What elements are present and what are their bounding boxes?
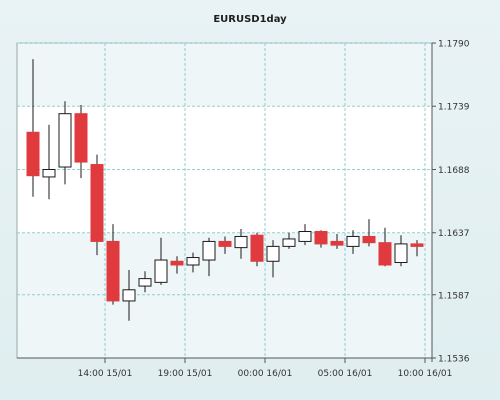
candle [346, 230, 360, 254]
candle [266, 240, 280, 278]
candle [378, 227, 392, 267]
candle-body-up [234, 235, 248, 249]
candle-body-down [218, 240, 232, 247]
candle [186, 252, 200, 273]
candle [90, 154, 104, 256]
y-tick-label: 1.1739 [438, 103, 470, 113]
candle-series [26, 59, 424, 321]
candle [170, 256, 184, 274]
candle [282, 232, 296, 249]
candle-body-down [90, 164, 104, 242]
x-tick-label: 00:00 16/01 [238, 369, 293, 379]
candle-body-down [378, 242, 392, 266]
candle-body-up [346, 235, 360, 247]
candle-body-down [314, 231, 328, 245]
candle-body-up [138, 278, 152, 287]
candle [234, 229, 248, 259]
candle-body-up [266, 245, 280, 262]
candle [58, 101, 72, 185]
x-axis: 14:00 15/01 19:00 15/01 00:00 16/01 05:00 1… [17, 357, 453, 379]
candle [250, 232, 264, 267]
candle-body-down [26, 131, 40, 177]
candle-body-up [122, 289, 136, 302]
candle [122, 269, 136, 321]
candle [314, 230, 328, 248]
candle-body-down [250, 234, 264, 262]
candle-body-up [58, 113, 72, 168]
y-tick-label: 1.1688 [438, 166, 470, 176]
candle-body-down [74, 113, 88, 163]
candle-body-up [298, 231, 312, 242]
candle-body-up [282, 238, 296, 247]
x-tick-label: 10:00 16/01 [398, 369, 453, 379]
candle-body-down [362, 235, 376, 244]
candle-body-down [410, 243, 424, 247]
x-tick-label: 05:00 16/01 [318, 369, 373, 379]
candle [410, 240, 424, 257]
candle [106, 224, 120, 305]
y-tick-label: 1.1536 [438, 355, 470, 365]
candle [298, 224, 312, 246]
candle [74, 105, 88, 179]
candle [330, 233, 344, 249]
plot-area [16, 42, 433, 359]
candle [202, 237, 216, 277]
candle [362, 219, 376, 247]
candle [42, 124, 56, 200]
candle [138, 271, 152, 293]
candle-body-down [170, 260, 184, 266]
x-tick-label: 19:00 15/01 [158, 369, 213, 379]
y-tick-label: 1.1587 [438, 291, 470, 301]
candle-body-up [394, 243, 408, 264]
candle-body-down [106, 240, 120, 302]
candle-body-up [186, 257, 200, 266]
candle-body-up [202, 240, 216, 261]
candle-body-up [42, 168, 56, 178]
candle-body-down [330, 240, 344, 246]
y-tick-label: 1.1790 [438, 40, 470, 50]
candle-body-up [154, 259, 168, 283]
y-axis: 1.1536 1.1587 1.1637 1.1688 1.1739 1.1790 [431, 40, 470, 365]
x-tick-label: 14:00 15/01 [78, 369, 133, 379]
chart-title: EURUSD1day [213, 14, 287, 25]
y-tick-label: 1.1637 [438, 229, 470, 239]
candle [218, 236, 232, 254]
candle [26, 59, 40, 197]
candle [154, 237, 168, 285]
candle [394, 235, 408, 267]
